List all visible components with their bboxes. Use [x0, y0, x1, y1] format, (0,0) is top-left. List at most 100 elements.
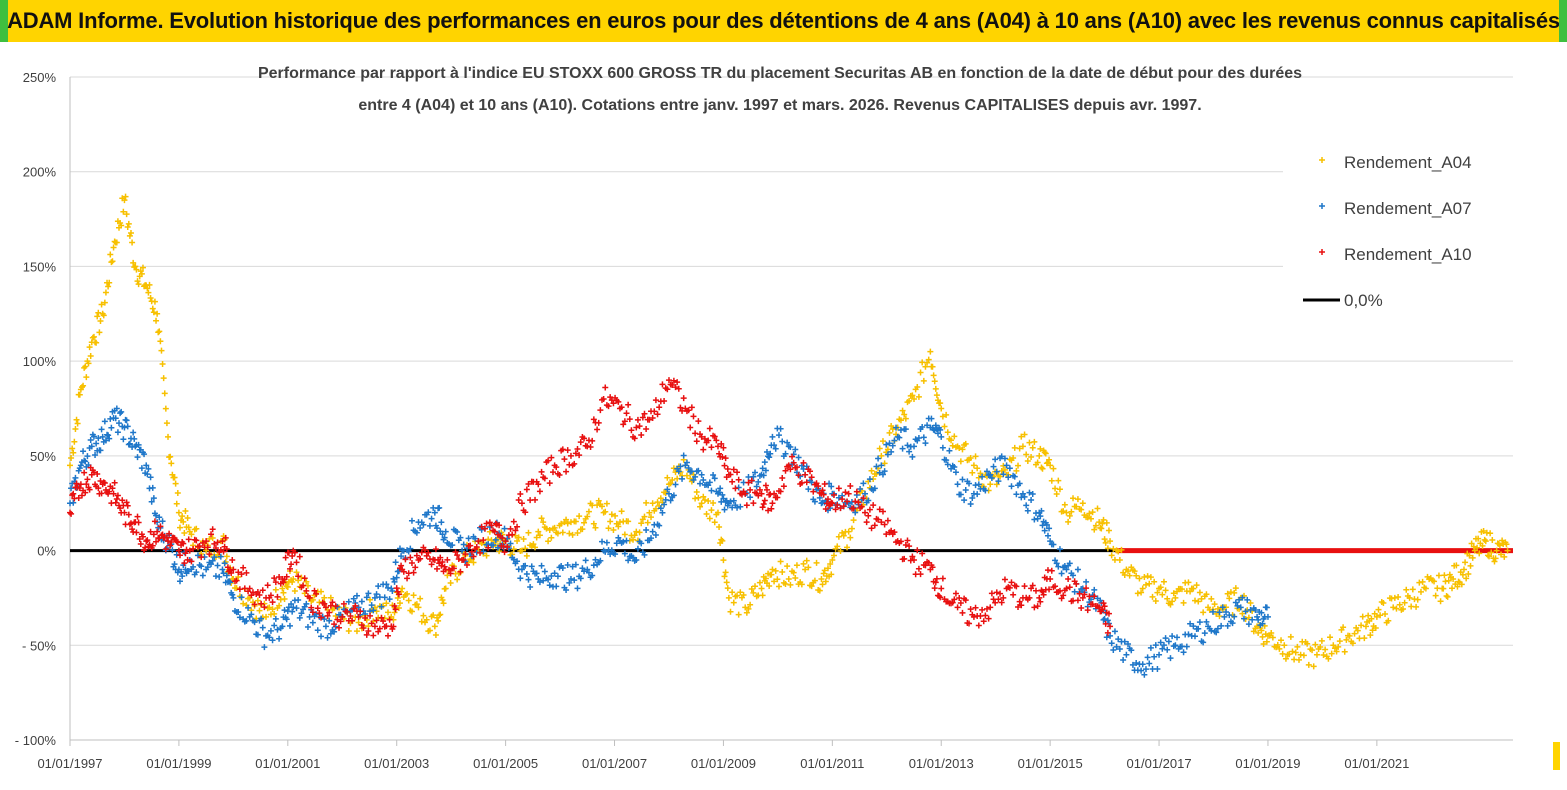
- data-point: [747, 486, 754, 493]
- data-point: [938, 433, 945, 440]
- data-point: [685, 465, 692, 472]
- data-point: [1327, 634, 1334, 641]
- data-point: [391, 609, 398, 616]
- data-point: [1032, 510, 1039, 517]
- data-point: [1099, 520, 1106, 527]
- data-point: [1110, 545, 1117, 552]
- data-point: [161, 390, 168, 397]
- data-point: [574, 585, 581, 592]
- data-point: [211, 554, 218, 561]
- data-point: [190, 563, 197, 570]
- data-point: [101, 418, 108, 425]
- data-point: [868, 525, 875, 532]
- data-point: [1063, 509, 1070, 516]
- data-point: [1048, 567, 1055, 574]
- data-point: [1044, 532, 1051, 539]
- data-point: [821, 567, 828, 574]
- data-point: [515, 496, 522, 503]
- data-point: [1377, 612, 1384, 619]
- data-point: [1040, 591, 1047, 598]
- data-point: [1021, 431, 1028, 438]
- data-point: [176, 524, 183, 531]
- data-point: [1458, 581, 1465, 588]
- data-point: [437, 528, 444, 535]
- data-point: [444, 556, 451, 563]
- data-point: [502, 538, 509, 545]
- data-point: [747, 494, 754, 501]
- data-point: [124, 423, 131, 430]
- data-point: [1083, 578, 1090, 585]
- data-point: [899, 407, 906, 414]
- data-point: [581, 435, 588, 442]
- data-point: [952, 590, 959, 597]
- data-point: [897, 417, 904, 424]
- data-point: [1162, 587, 1169, 594]
- data-point: [795, 472, 802, 479]
- data-point: [181, 530, 188, 537]
- data-point: [802, 471, 809, 478]
- data-point: [147, 295, 154, 302]
- data-point: [623, 410, 630, 417]
- data-point: [105, 432, 112, 439]
- data-point: [76, 465, 83, 472]
- data-point: [1001, 466, 1008, 473]
- data-point: [1008, 579, 1015, 586]
- data-point: [939, 575, 946, 582]
- data-point: [710, 472, 717, 479]
- data-point: [782, 450, 789, 457]
- series-Rendement_A10: [67, 377, 1114, 639]
- data-point: [82, 489, 89, 496]
- data-point: [432, 546, 439, 553]
- data-point: [729, 589, 736, 596]
- data-point: [1116, 557, 1123, 564]
- data-point: [241, 585, 248, 592]
- data-point: [909, 392, 916, 399]
- data-point: [922, 440, 929, 447]
- data-point: [995, 478, 1002, 485]
- data-point: [540, 577, 547, 584]
- data-point: [523, 552, 530, 559]
- data-point: [150, 531, 157, 538]
- data-point: [1445, 577, 1452, 584]
- data-point: [68, 455, 75, 462]
- data-point: [492, 536, 499, 543]
- data-point: [153, 317, 160, 324]
- data-point: [795, 454, 802, 461]
- data-point: [106, 435, 113, 442]
- data-point: [566, 579, 573, 586]
- data-point: [276, 602, 283, 609]
- data-point: [256, 607, 263, 614]
- data-point: [282, 554, 289, 561]
- data-point: [952, 469, 959, 476]
- data-point: [1474, 544, 1481, 551]
- data-point: [937, 426, 944, 433]
- data-point: [1487, 530, 1494, 537]
- data-point: [708, 487, 715, 494]
- data-point: [639, 414, 646, 421]
- data-point: [151, 518, 158, 525]
- data-point: [185, 536, 192, 543]
- x-tick-label: 01/01/2021: [1344, 756, 1409, 771]
- data-point: [695, 418, 702, 425]
- data-point: [769, 433, 776, 440]
- data-point: [983, 605, 990, 612]
- legend-swatch: [1319, 157, 1325, 163]
- data-point: [274, 626, 281, 633]
- data-point: [1209, 608, 1216, 615]
- data-point: [957, 600, 964, 607]
- data-point: [706, 515, 713, 522]
- data-point: [1136, 575, 1143, 582]
- data-point: [166, 530, 173, 537]
- data-point: [535, 575, 542, 582]
- data-point: [1431, 578, 1438, 585]
- data-point: [84, 476, 91, 483]
- y-tick-label: - 50%: [22, 638, 56, 653]
- data-point: [1056, 546, 1063, 553]
- data-point: [1328, 650, 1335, 657]
- data-point: [920, 434, 927, 441]
- data-point: [790, 569, 797, 576]
- data-point: [724, 502, 731, 509]
- data-point: [235, 609, 242, 616]
- data-point: [721, 506, 728, 513]
- data-point: [977, 470, 984, 477]
